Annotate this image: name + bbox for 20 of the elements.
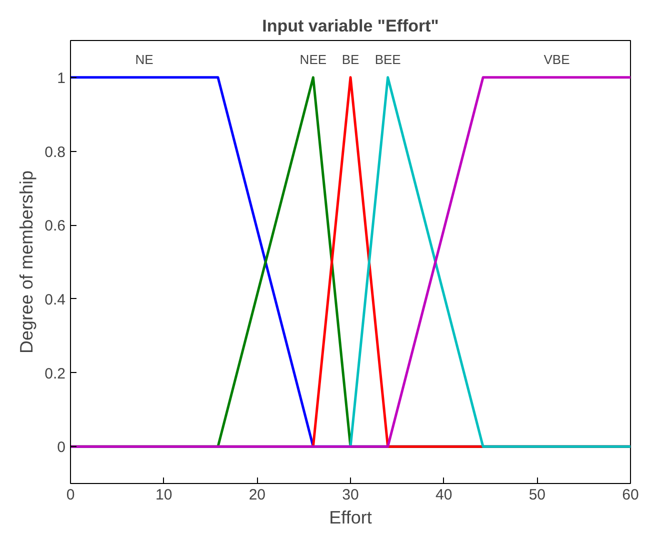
y-tick-label: 0	[57, 439, 66, 456]
x-tick-label: 50	[528, 486, 546, 504]
series-label: BEE	[374, 52, 402, 67]
y-axis-title: Degree of membership	[16, 170, 37, 354]
x-axis-title: Effort	[329, 508, 372, 528]
y-tick-label: 0.4	[44, 291, 66, 308]
y-tick-label: 0.6	[44, 218, 66, 235]
x-tick-label: 20	[248, 486, 266, 504]
x-tick-label: 60	[622, 486, 639, 504]
y-tick-label: 0.2	[44, 365, 66, 382]
x-tick-label: 40	[435, 486, 452, 504]
x-tick-label: 30	[342, 486, 359, 504]
y-tick-label: 0.8	[44, 144, 66, 161]
series-label: NE	[135, 52, 154, 67]
y-tick-label: 1	[57, 70, 66, 87]
series-label: NEE	[300, 52, 327, 67]
chart-title: Input variable "Effort"	[262, 16, 439, 36]
x-tick-label: 10	[155, 486, 172, 504]
series-label: BE	[342, 52, 360, 67]
series-label: VBE	[544, 52, 570, 67]
